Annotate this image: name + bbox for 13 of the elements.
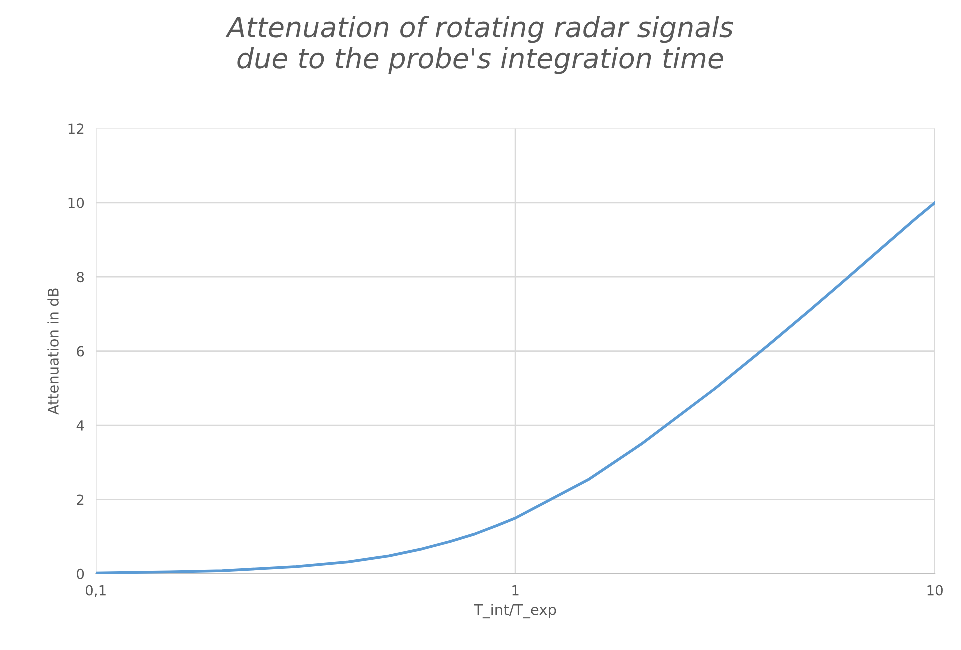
y-tick-label: 4 [76,420,84,431]
y-tick-label: 12 [68,124,84,134]
x-tick-label: 10 [928,585,943,596]
y-tick-label: 2 [77,494,84,506]
y-tick-label: 0 [77,568,84,580]
y-tick-label: 10 [68,198,84,208]
y-axis-title: Attenuation in dB [48,288,59,415]
chart-title: Attenuation of rotating radar signals due to the probe's integration time [226,16,734,74]
x-tick-label: 0,1 [86,585,106,598]
x-tick-label: 1 [512,585,519,596]
y-tick-label: 6 [77,346,84,357]
x-axis-title: T_int/T_exp [474,604,556,619]
y-tick-label: 8 [77,272,84,283]
